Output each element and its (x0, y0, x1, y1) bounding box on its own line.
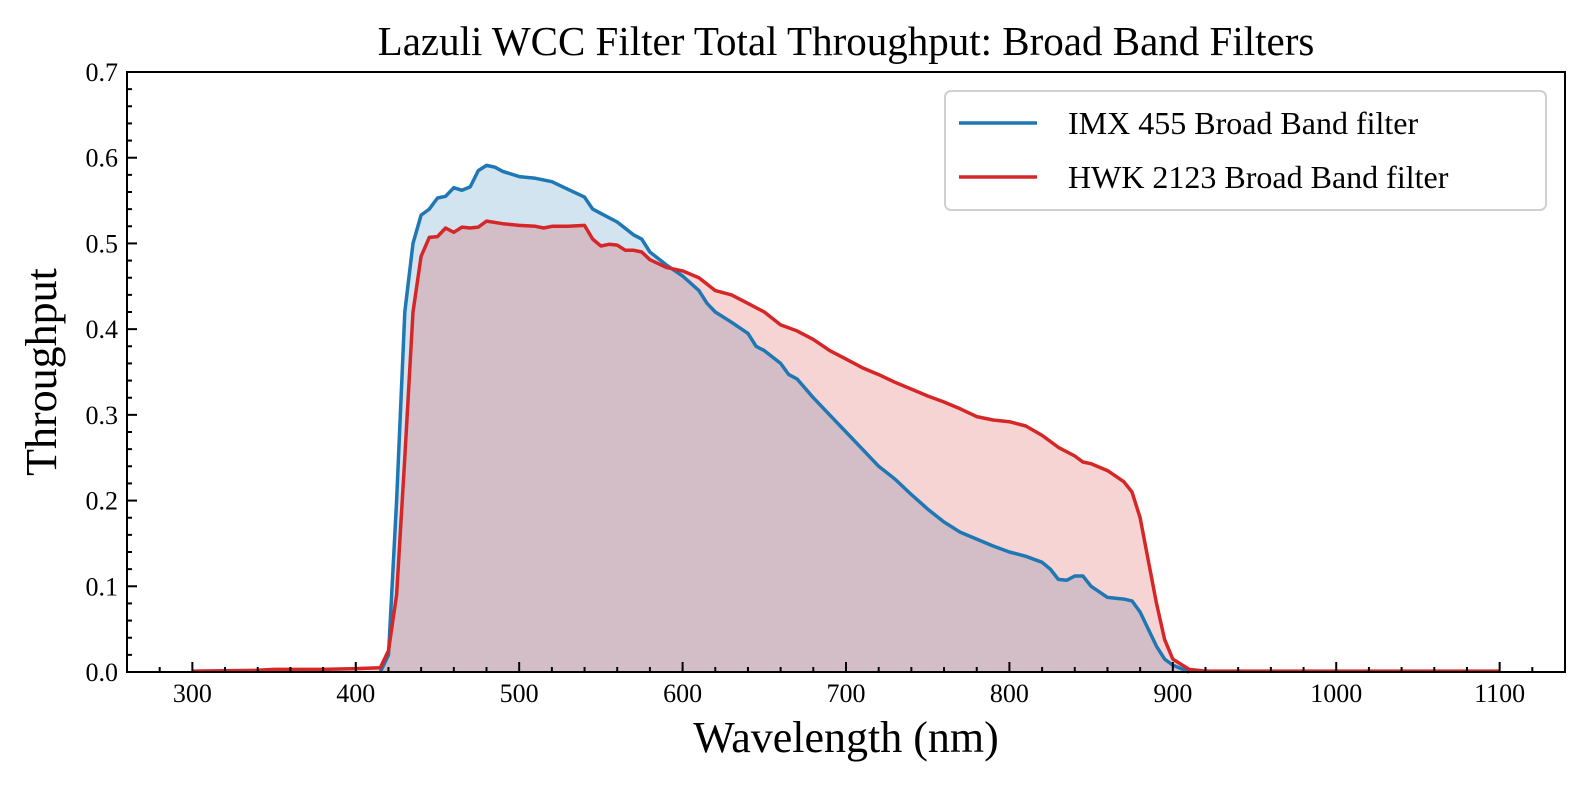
legend-label-imx455: IMX 455 Broad Band filter (1068, 105, 1419, 141)
legend-box (944, 90, 1547, 211)
series-line-0 (378, 163, 1190, 674)
x-axis-ticks: 300 400 500 600 700 800 900 1000 1100 (158, 662, 1566, 708)
x-tick-label: 1100 (1474, 679, 1525, 708)
area-fill-series-1 (192, 221, 1500, 672)
y-axis-ticks: 0.0 0.1 0.2 0.3 0.4 0.5 0.6 0.7 (86, 58, 137, 687)
x-tick-label: 300 (173, 679, 212, 708)
chart-title: Lazuli WCC Filter Total Throughput: Broa… (378, 18, 1315, 64)
legend: IMX 455 Broad Band filter HWK 2123 Broad… (944, 90, 1547, 211)
series-lines (192, 163, 1500, 674)
area-fill-series-0 (380, 165, 1190, 672)
x-axis-label: Wavelength (nm) (693, 713, 999, 762)
x-tick-label: 500 (500, 679, 539, 708)
y-tick-label: 0.5 (86, 229, 119, 258)
x-tick-label: 900 (1153, 679, 1192, 708)
y-axis-label: Throughput (17, 268, 66, 476)
x-tick-label: 800 (990, 679, 1029, 708)
x-tick-label: 700 (827, 679, 866, 708)
series-line-1 (192, 219, 1500, 673)
y-tick-label: 0.1 (86, 572, 119, 601)
y-tick-label: 0.6 (86, 144, 119, 173)
y-tick-label: 0.7 (86, 58, 119, 87)
y-tick-label: 0.4 (86, 315, 119, 344)
area-fills (192, 165, 1500, 672)
x-tick-label: 600 (663, 679, 702, 708)
y-tick-label: 0.3 (86, 401, 119, 430)
legend-label-hwk2123: HWK 2123 Broad Band filter (1068, 159, 1449, 195)
x-tick-label: 400 (336, 679, 375, 708)
y-tick-label: 0.0 (86, 658, 119, 687)
y-tick-label: 0.2 (86, 487, 119, 516)
x-tick-label: 1000 (1310, 679, 1362, 708)
